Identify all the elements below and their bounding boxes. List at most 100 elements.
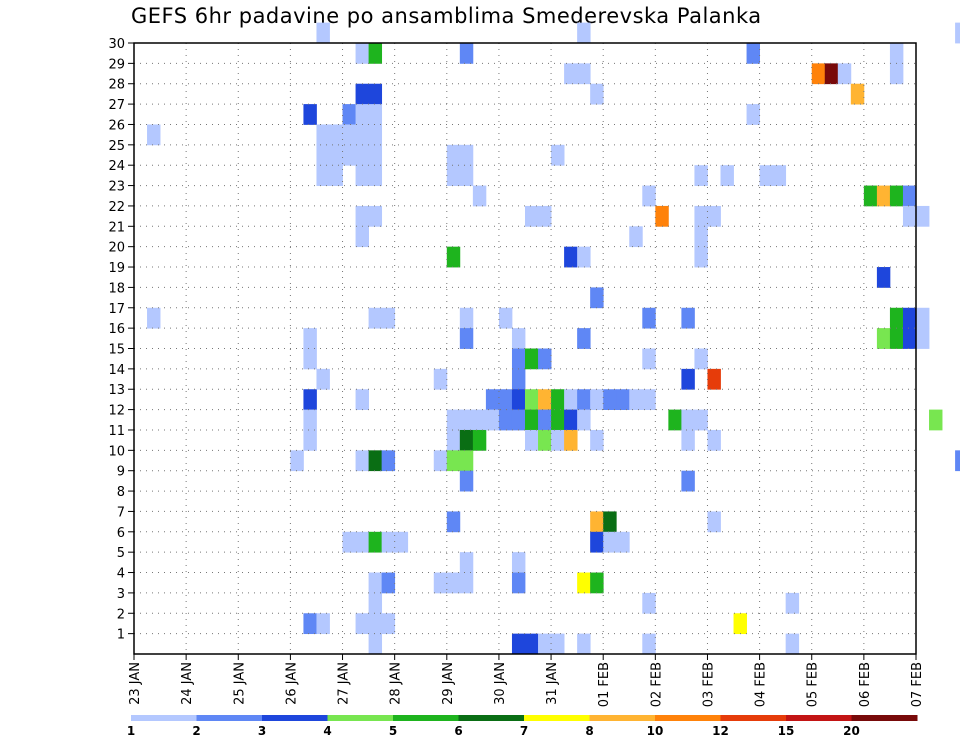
colorbar-swatch [393,715,459,721]
data-cell [498,307,513,329]
colorbar-swatch [786,715,852,721]
data-cell [355,165,369,186]
data-cell [472,429,487,451]
data-cell [472,409,487,431]
data-cell [707,368,721,390]
x-tick-label: 01 FEB [597,662,612,707]
data-cell [368,144,383,166]
data-cell [485,389,500,410]
x-tick-label: 05 FEB [806,662,821,707]
colorbar-label: 12 [712,724,729,738]
data-cell [525,409,539,431]
data-cell [694,348,708,370]
data-cell [889,328,904,349]
data-cell [564,429,578,451]
data-cell [368,43,383,64]
data-cell [889,307,904,329]
data-cell [863,185,878,207]
y-tick-label: 24 [108,159,125,174]
y-tick-label: 7 [117,505,125,520]
colorbar-swatch [589,715,656,721]
data-cell [564,246,578,268]
y-tick-label: 29 [108,57,125,72]
data-cell [681,429,695,451]
data-cell [629,226,643,248]
x-tick-label: 03 FEB [701,662,716,707]
data-cell [355,613,369,635]
x-tick-label: 30 JAN [493,662,508,705]
data-cell [329,124,343,146]
data-cells [147,22,960,655]
data-cell [577,572,591,594]
data-cell [590,511,604,533]
data-cell [837,63,852,85]
x-tick-label: 26 JAN [284,662,299,705]
data-cell [459,307,474,329]
data-cell [590,287,604,309]
data-cell [498,389,513,410]
data-cell [577,328,591,349]
data-cell [446,429,461,451]
data-cell [316,124,330,146]
data-cell [368,83,383,105]
data-cell [707,511,721,533]
data-cell [785,633,800,655]
data-cell [381,307,396,329]
y-tick-label: 22 [108,200,125,215]
data-cell [889,43,904,64]
data-cell [511,409,526,431]
data-cell [642,307,656,329]
data-cell [355,104,369,125]
data-cell [446,572,461,594]
colorbar-label: 2 [192,724,200,738]
data-cell [590,389,604,410]
colorbar-label: 7 [520,724,528,738]
data-cell [850,83,865,105]
data-cell [303,429,317,451]
colorbar-label: 3 [258,724,266,738]
y-tick-label: 25 [108,139,125,154]
data-cell [916,307,930,329]
x-tick-label: 23 JAN [128,662,143,705]
data-cell [785,592,800,614]
data-cell [681,470,695,492]
y-tick-label: 9 [117,465,125,480]
data-cell [642,633,656,655]
data-cell [316,368,330,390]
colorbar-label: 6 [454,724,462,738]
colorbar-label: 10 [647,724,664,738]
data-cell [472,185,487,207]
data-cell [538,389,552,410]
data-cell [446,165,461,186]
data-cell [603,389,617,410]
data-cell [916,328,930,349]
colorbar-label: 15 [778,724,795,738]
x-tick-label: 06 FEB [858,662,873,707]
data-cell [681,368,695,390]
x-tick-label: 28 JAN [389,662,404,705]
data-cell [303,389,317,410]
x-tick-label: 24 JAN [180,662,195,705]
colorbar-swatch [262,715,328,721]
data-cell [303,409,317,431]
data-cell [955,22,960,44]
colorbar-swatch [655,715,721,721]
data-cell [538,409,552,431]
data-cell [577,389,591,410]
data-cell [459,144,474,166]
y-tick-label: 14 [108,363,125,378]
data-cell [616,389,630,410]
y-tick-label: 17 [108,302,125,317]
x-tick-label: 27 JAN [337,662,352,705]
data-cell [642,389,656,410]
y-tick-label: 30 [108,37,125,52]
y-tick-label: 20 [108,241,125,256]
data-cell [355,450,369,472]
data-cell [446,511,461,533]
data-cell [459,328,474,349]
data-cell [538,348,552,370]
data-cell [355,83,369,105]
data-cell [303,348,317,370]
x-tick-label: 02 FEB [649,662,664,707]
